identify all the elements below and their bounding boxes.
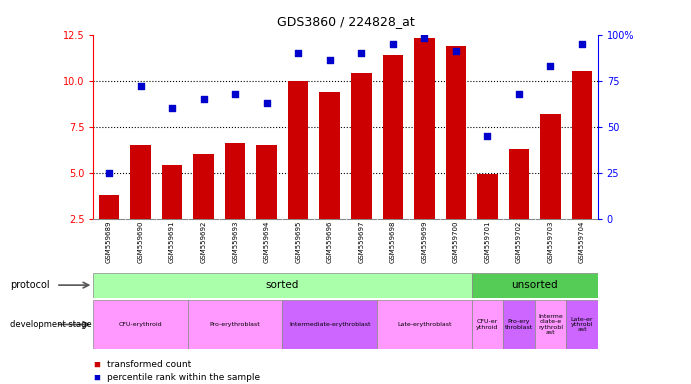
Bar bbox=[93, 300, 188, 349]
Bar bbox=[93, 273, 471, 298]
Text: GSM559690: GSM559690 bbox=[138, 220, 144, 263]
Bar bbox=[571, 71, 592, 265]
Text: ◼: ◼ bbox=[93, 359, 100, 369]
Bar bbox=[99, 195, 120, 265]
Bar bbox=[477, 174, 498, 265]
Text: protocol: protocol bbox=[10, 280, 50, 290]
Text: ◼: ◼ bbox=[93, 372, 100, 382]
Text: GSM559694: GSM559694 bbox=[264, 220, 269, 263]
Point bbox=[324, 57, 335, 63]
Bar bbox=[283, 300, 377, 349]
Bar bbox=[193, 154, 214, 265]
Point bbox=[356, 50, 367, 56]
Bar bbox=[446, 46, 466, 265]
Bar bbox=[509, 149, 529, 265]
Text: GSM559696: GSM559696 bbox=[327, 220, 333, 263]
Point bbox=[293, 50, 304, 56]
Text: GSM559693: GSM559693 bbox=[232, 220, 238, 263]
Point bbox=[545, 63, 556, 69]
Text: GSM559701: GSM559701 bbox=[484, 220, 491, 263]
Text: GSM559697: GSM559697 bbox=[358, 220, 364, 263]
Point bbox=[387, 41, 398, 47]
Bar bbox=[414, 38, 435, 265]
Bar bbox=[566, 300, 598, 349]
Text: Pro-ery
throblast: Pro-ery throblast bbox=[504, 319, 533, 330]
Bar bbox=[225, 143, 245, 265]
Text: GDS3860 / 224828_at: GDS3860 / 224828_at bbox=[276, 15, 415, 28]
Bar bbox=[471, 300, 503, 349]
Bar bbox=[162, 166, 182, 265]
Text: Interme
diate-e
rythrobl
ast: Interme diate-e rythrobl ast bbox=[538, 314, 563, 335]
Bar bbox=[471, 273, 598, 298]
Text: sorted: sorted bbox=[266, 280, 299, 290]
Text: GSM559698: GSM559698 bbox=[390, 220, 396, 263]
Point bbox=[482, 133, 493, 139]
Bar bbox=[540, 114, 560, 265]
Bar bbox=[377, 300, 471, 349]
Point bbox=[135, 83, 146, 89]
Text: GSM559699: GSM559699 bbox=[422, 220, 427, 263]
Point bbox=[261, 100, 272, 106]
Point bbox=[419, 35, 430, 41]
Text: GSM559691: GSM559691 bbox=[169, 220, 175, 263]
Bar bbox=[188, 300, 283, 349]
Text: CFU-er
ythroid: CFU-er ythroid bbox=[476, 319, 499, 330]
Point bbox=[229, 91, 240, 97]
Bar bbox=[535, 300, 566, 349]
Text: development stage: development stage bbox=[10, 320, 92, 329]
Bar bbox=[256, 145, 277, 265]
Point bbox=[104, 170, 115, 176]
Point bbox=[451, 48, 462, 54]
Text: Late-er
ythrobl
ast: Late-er ythrobl ast bbox=[571, 316, 593, 333]
Point bbox=[513, 91, 524, 97]
Bar bbox=[319, 92, 340, 265]
Text: percentile rank within the sample: percentile rank within the sample bbox=[107, 372, 261, 382]
Text: GSM559700: GSM559700 bbox=[453, 220, 459, 263]
Text: unsorted: unsorted bbox=[511, 280, 558, 290]
Point bbox=[167, 105, 178, 111]
Bar bbox=[351, 73, 372, 265]
Text: GSM559703: GSM559703 bbox=[547, 220, 553, 263]
Text: GSM559692: GSM559692 bbox=[200, 220, 207, 263]
Text: Late-erythroblast: Late-erythroblast bbox=[397, 322, 451, 327]
Text: Pro-erythroblast: Pro-erythroblast bbox=[210, 322, 261, 327]
Text: Intermediate-erythroblast: Intermediate-erythroblast bbox=[289, 322, 370, 327]
Bar bbox=[383, 55, 403, 265]
Bar bbox=[131, 145, 151, 265]
Text: transformed count: transformed count bbox=[107, 359, 191, 369]
Text: GSM559704: GSM559704 bbox=[579, 220, 585, 263]
Text: GSM559702: GSM559702 bbox=[516, 220, 522, 263]
Point bbox=[576, 41, 587, 47]
Bar bbox=[503, 300, 535, 349]
Text: GSM559695: GSM559695 bbox=[295, 220, 301, 263]
Bar bbox=[288, 81, 308, 265]
Point bbox=[198, 96, 209, 102]
Text: CFU-erythroid: CFU-erythroid bbox=[119, 322, 162, 327]
Text: GSM559689: GSM559689 bbox=[106, 220, 112, 263]
